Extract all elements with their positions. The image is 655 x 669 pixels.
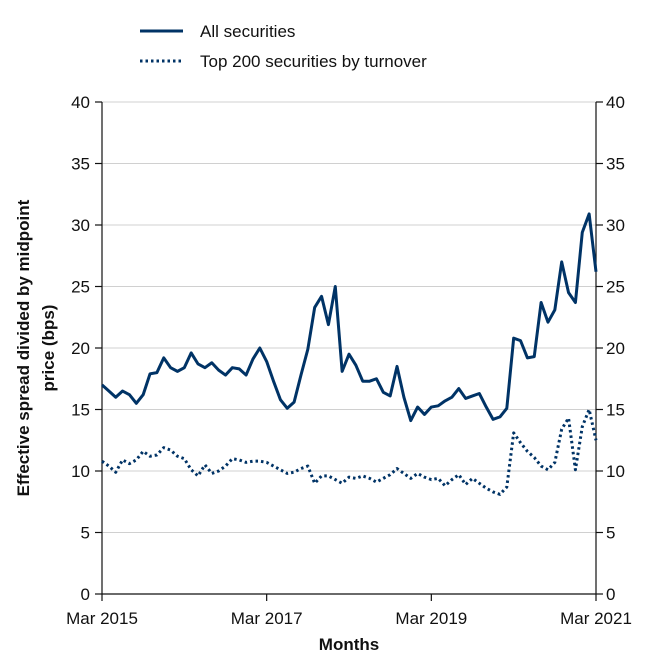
series-line-top-200-securities <box>101 408 598 496</box>
y-axis-title: Effective spread divided by midpoint pri… <box>14 199 58 496</box>
left-tick-label-5: 5 <box>81 524 90 543</box>
left-tick-label-30: 30 <box>71 216 90 235</box>
series-layer <box>100 212 598 496</box>
left-tick-label-15: 15 <box>71 401 90 420</box>
right-tick-label-30: 30 <box>606 216 625 235</box>
x-tick-label-2017-03: Mar 2017 <box>231 609 303 628</box>
right-tick-label-0: 0 <box>606 585 615 604</box>
legend: All securities Top 200 securities by tur… <box>140 22 427 71</box>
right-tick-label-5: 5 <box>606 524 615 543</box>
left-tick-label-25: 25 <box>71 278 90 297</box>
y-axis-title-line-1: Effective spread divided by midpoint <box>14 199 33 496</box>
left-tick-label-40: 40 <box>71 93 90 112</box>
left-tick-label-35: 35 <box>71 155 90 174</box>
x-tick-label-2021-03: Mar 2021 <box>560 609 632 628</box>
gridlines <box>102 101 596 533</box>
right-tick-label-10: 10 <box>606 462 625 481</box>
y-axis-title-line-2: price (bps) <box>39 305 58 392</box>
right-tick-label-25: 25 <box>606 278 625 297</box>
x-axis-title: Months <box>319 635 379 654</box>
axis-ticks: 0 0 5 5 10 10 15 15 20 20 25 25 30 30 35 35 40 40 Mar 2015… <box>66 93 632 628</box>
right-tick-label-40: 40 <box>606 93 625 112</box>
right-tick-label-15: 15 <box>606 401 625 420</box>
right-tick-label-35: 35 <box>606 155 625 174</box>
left-tick-label-20: 20 <box>71 339 90 358</box>
left-tick-label-10: 10 <box>71 462 90 481</box>
legend-label-all-securities: All securities <box>200 22 295 41</box>
x-tick-label-2019-03: Mar 2019 <box>395 609 467 628</box>
x-tick-label-2015-03: Mar 2015 <box>66 609 138 628</box>
legend-label-top-200: Top 200 securities by turnover <box>200 52 427 71</box>
series-line-all-securities <box>100 212 598 423</box>
right-tick-label-20: 20 <box>606 339 625 358</box>
left-tick-label-0: 0 <box>81 585 90 604</box>
